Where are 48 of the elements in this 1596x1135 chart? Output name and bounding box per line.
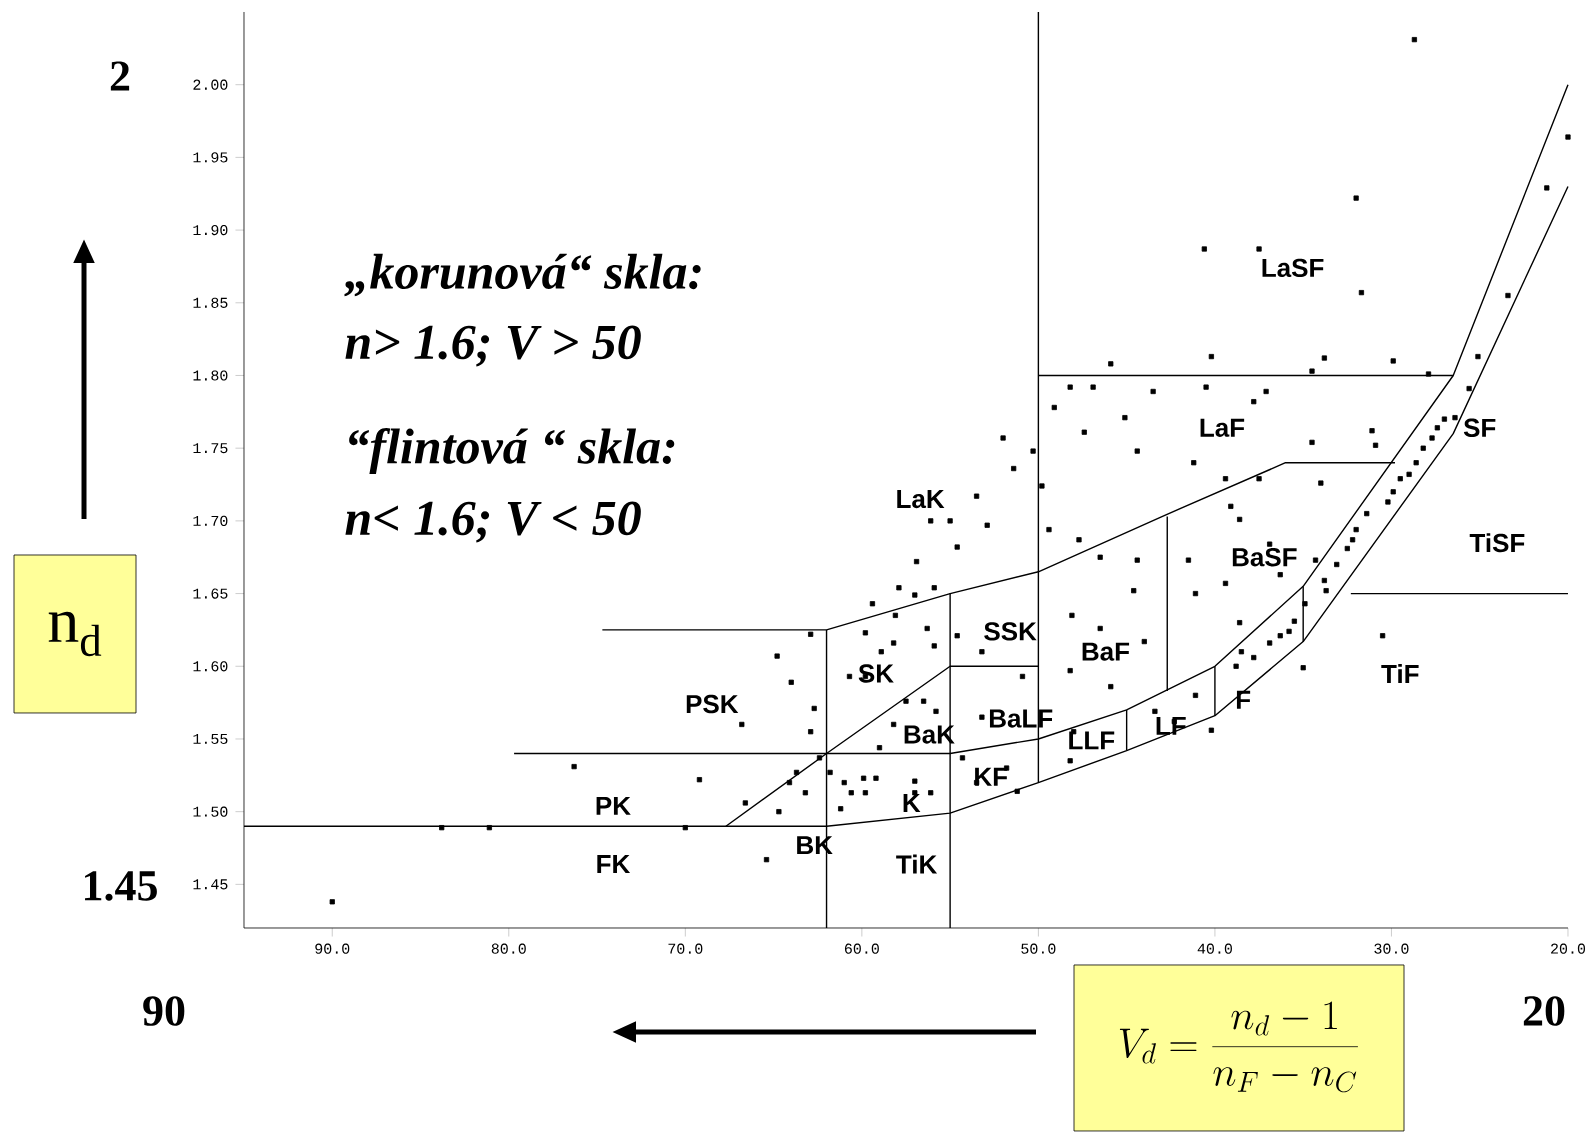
- y-tick-label: 1.85: [193, 297, 228, 308]
- annotation: FK: [597, 855, 631, 873]
- y-tick-label: 1.55: [193, 733, 228, 744]
- annotation: KF: [975, 767, 1008, 786]
- annotation: LaF: [1200, 418, 1245, 437]
- y-tick-label: 1.60: [193, 661, 228, 672]
- y-axis-title: n$_{d}$: [48, 611, 102, 657]
- text: 90: [143, 996, 185, 1026]
- annotation: LLF: [1069, 731, 1115, 750]
- annotation: F: [1236, 690, 1251, 709]
- text: 2: [110, 61, 130, 91]
- annotation: K: [903, 794, 921, 812]
- annotation: LaK: [897, 490, 945, 509]
- annotation: PK: [596, 796, 631, 815]
- annotation: BaF: [1082, 642, 1130, 661]
- x-axis-title: $V_{d} = \frac{n_{d} - 1}{n_{F} - n_{C}}$: [1119, 1001, 1358, 1093]
- y-tick-label: 1.50: [193, 806, 228, 817]
- x-tick-label: 70.0: [668, 943, 703, 954]
- annotation: „korunová“ skla:: [344, 253, 701, 297]
- annotation: n< 1.6; V < 50: [345, 501, 641, 543]
- annotation: n> 1.6; V > 50: [345, 325, 641, 367]
- text: 1.45: [85, 871, 157, 901]
- y-tick-label: 1.70: [193, 515, 228, 526]
- y-tick-label: 1.90: [193, 225, 228, 236]
- y-tick-label: 1.45: [193, 879, 228, 890]
- x-tick-label: 80.0: [491, 943, 526, 954]
- y-tick-label: 2.00: [193, 79, 228, 90]
- x-tick-label: 90.0: [315, 943, 350, 954]
- annotation: PSK: [686, 694, 739, 714]
- x-tick-label: 40.0: [1197, 943, 1232, 954]
- y-tick-label: 1.80: [193, 370, 228, 381]
- annotation: SK: [858, 664, 894, 683]
- annotation: SSK: [984, 622, 1037, 641]
- y-tick-label: 1.75: [193, 443, 228, 454]
- annotation: BaSF: [1232, 548, 1297, 567]
- x-tick-label: 20.0: [1551, 943, 1586, 954]
- y-tick-label: 1.95: [193, 152, 228, 163]
- annotation: “flintová “ skla:: [349, 428, 675, 474]
- x-tick-label: 30.0: [1374, 943, 1409, 954]
- text: 20: [1523, 996, 1565, 1026]
- x-tick-label: 50.0: [1021, 943, 1056, 954]
- y-tick-label: 1.65: [193, 588, 228, 599]
- annotation: TiSF: [1469, 533, 1525, 553]
- annotation: TiF: [1381, 664, 1419, 683]
- annotation: SF: [1463, 418, 1496, 438]
- x-tick-label: 60.0: [844, 943, 879, 954]
- annotation: TiK: [896, 854, 938, 874]
- annotation: LaSF: [1262, 258, 1324, 278]
